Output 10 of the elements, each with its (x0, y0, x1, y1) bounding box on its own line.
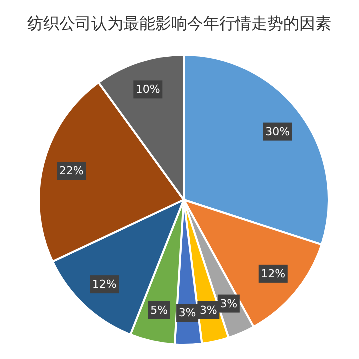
data-label: 3% (220, 297, 238, 310)
data-label: 12% (261, 267, 286, 280)
chart-title: 纺织公司认为最能影响今年行情走势的因素 (26, 13, 332, 35)
data-label: 3% (200, 304, 218, 317)
data-label: 10% (136, 83, 160, 96)
data-label: 12% (92, 278, 117, 292)
data-label: 3% (178, 306, 196, 320)
data-label: 22% (59, 164, 84, 178)
data-label: 5% (150, 304, 168, 317)
data-label: 30% (266, 125, 290, 138)
